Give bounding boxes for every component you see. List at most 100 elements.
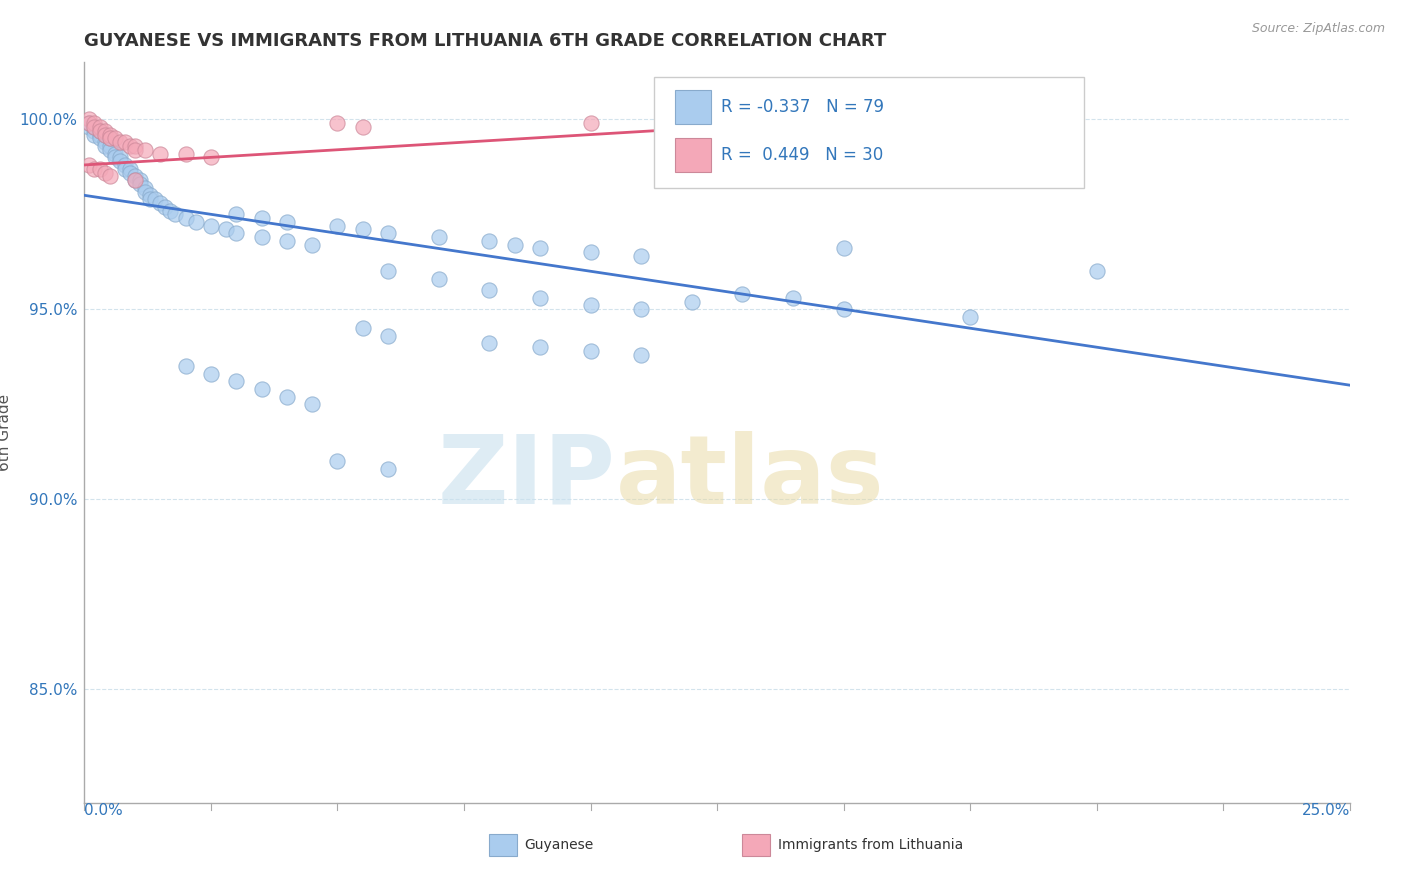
Text: 25.0%: 25.0% [1302,803,1350,818]
Point [139,192,162,206]
Point [1085,264,1108,278]
Point [630,249,652,263]
Point [184,215,207,229]
Point [832,116,855,130]
Point [377,227,399,241]
Point [89,131,111,145]
Point [959,310,981,324]
Point [352,120,374,134]
Point [79,116,101,130]
Point [93,128,115,142]
Point [174,211,197,226]
Point [681,294,703,309]
Point [478,336,501,351]
Point [529,242,551,256]
Point [503,237,526,252]
Text: ZIP: ZIP [437,431,616,524]
Point [93,139,115,153]
Point [250,230,273,244]
Point [225,207,247,221]
Point [326,116,349,130]
Point [98,143,121,157]
Text: atlas: atlas [616,431,884,524]
Point [108,154,131,169]
Point [124,139,146,153]
Point [114,158,136,172]
Point [89,161,111,176]
Point [301,397,323,411]
Point [215,222,238,236]
Point [200,367,222,381]
Point [104,131,127,145]
Point [250,382,273,396]
Point [79,112,101,127]
Point [93,165,115,179]
Point [250,211,273,226]
Point [352,321,374,335]
Point [149,195,172,210]
Point [89,120,111,134]
Point [529,291,551,305]
Point [124,173,146,187]
Point [155,200,177,214]
Point [83,161,105,176]
Point [478,283,501,297]
Point [579,298,602,312]
Point [630,348,652,362]
Point [225,375,247,389]
Point [129,173,152,187]
Point [579,245,602,260]
Text: R =  0.449   N = 30: R = 0.449 N = 30 [721,146,883,164]
Point [108,150,131,164]
Point [98,131,121,145]
Point [579,343,602,358]
Point [731,287,754,301]
Point [83,116,105,130]
Point [276,234,298,248]
Point [301,237,323,252]
Point [108,135,131,149]
Point [83,124,105,138]
Point [89,124,111,138]
Point [114,161,136,176]
FancyBboxPatch shape [654,78,1084,188]
Point [98,139,121,153]
Point [118,165,141,179]
Point [93,135,115,149]
Y-axis label: 6th Grade: 6th Grade [0,394,13,471]
Point [427,272,450,286]
Point [326,219,349,233]
Point [200,150,222,164]
Point [630,302,652,317]
Point [83,120,105,134]
Text: Source: ZipAtlas.com: Source: ZipAtlas.com [1251,22,1385,36]
Point [832,302,855,317]
Point [478,234,501,248]
Point [149,146,172,161]
Point [129,177,152,191]
Point [98,131,121,145]
Point [118,139,141,153]
Point [79,158,101,172]
FancyBboxPatch shape [675,90,711,123]
Point [377,328,399,343]
FancyBboxPatch shape [489,834,517,856]
Point [377,461,399,475]
Point [782,291,804,305]
Point [98,169,121,184]
Point [118,161,141,176]
FancyBboxPatch shape [675,138,711,171]
Point [832,242,855,256]
Point [200,219,222,233]
Point [89,124,111,138]
Point [225,227,247,241]
Point [529,340,551,354]
Point [134,143,156,157]
Point [139,188,162,202]
Point [276,390,298,404]
Text: 0.0%: 0.0% [84,803,124,818]
Point [93,128,115,142]
Point [427,230,450,244]
Point [104,150,127,164]
Point [83,120,105,134]
